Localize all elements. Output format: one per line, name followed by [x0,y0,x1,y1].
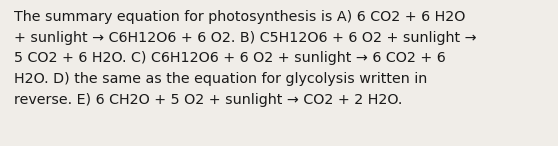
Text: The summary equation for photosynthesis is A) 6 CO2 + 6 H2O
+ sunlight → C6H12O6: The summary equation for photosynthesis … [14,10,477,107]
